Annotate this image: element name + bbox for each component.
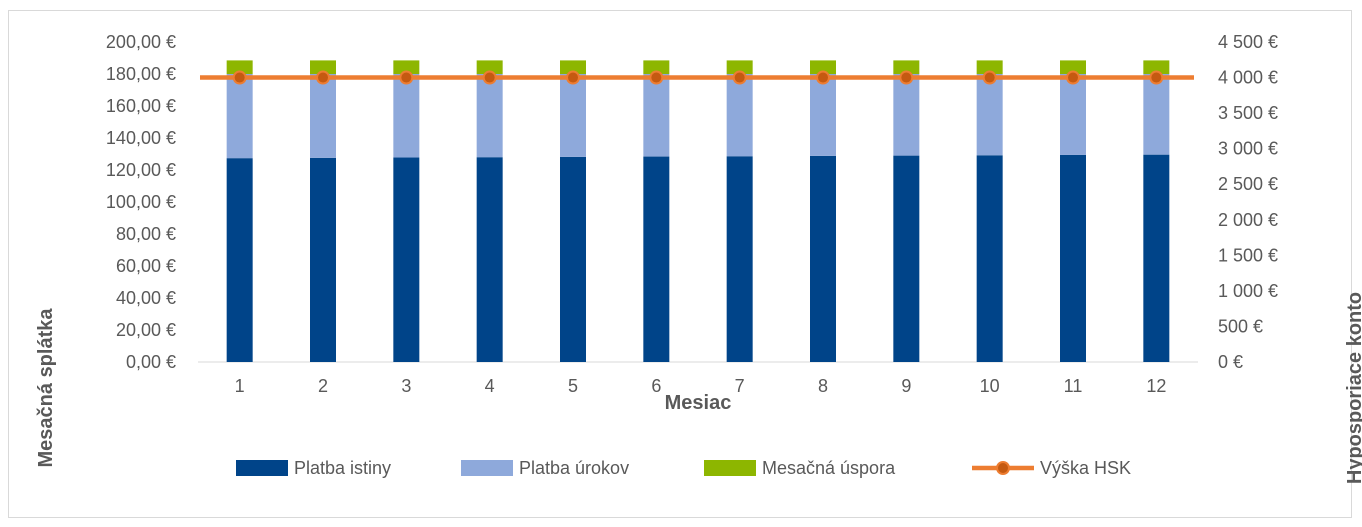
bar-1-6 (643, 156, 670, 362)
line-point-10 (982, 70, 997, 85)
legend-swatch (236, 460, 288, 476)
x-axis-title: Mesiac (665, 392, 732, 414)
legend: Platba istiny Platba úrokov Mesačná úspora… (236, 458, 1131, 478)
bar-1-3 (393, 157, 420, 362)
left-tick-label: 80,00 € (116, 224, 176, 244)
bar-3-2 (310, 60, 336, 74)
bar-3-9 (893, 60, 920, 74)
bar-1-12 (1143, 154, 1170, 362)
bar-2-9 (893, 74, 920, 156)
x-axis-ticks: 1 2 3 4 5 6 7 8 9 10 11 12 (235, 376, 1167, 396)
legend-label: Výška HSK (1040, 458, 1131, 478)
line-point-4 (482, 70, 497, 85)
x-tick-label: 5 (568, 376, 578, 396)
left-tick-label: 120,00 € (106, 160, 176, 180)
line-point-12 (1149, 70, 1164, 85)
line-series (200, 70, 1194, 85)
bar-1-1 (226, 158, 253, 362)
bar-3-5 (560, 60, 586, 74)
legend-label: Platba istiny (294, 458, 391, 478)
bar-3-11 (1060, 60, 1086, 74)
bar-1-8 (810, 155, 836, 362)
bar-2-5 (560, 74, 586, 157)
line-point-6 (649, 70, 664, 85)
bar-2-11 (1060, 74, 1086, 155)
x-tick-label: 8 (818, 376, 828, 396)
bar-3-12 (1143, 60, 1170, 74)
bar-2-6 (643, 74, 670, 157)
left-tick-label: 0,00 € (126, 352, 176, 372)
left-tick-label: 160,00 € (106, 96, 176, 116)
right-axis-ticks: 0 € 500 € 1 000 € 1 500 € 2 000 € 2 500 € 3 00… (1218, 32, 1278, 372)
legend-label: Platba úrokov (519, 458, 629, 478)
bar-1-4 (476, 157, 503, 362)
bar-1-5 (560, 156, 586, 362)
x-tick-label: 9 (901, 376, 911, 396)
line-point-11 (1066, 70, 1080, 85)
right-axis-title: Hyposporiace konto (1344, 292, 1362, 484)
right-tick-label: 2 500 € (1218, 174, 1278, 194)
bar-2-8 (810, 74, 836, 156)
x-tick-label: 11 (1064, 376, 1083, 396)
right-tick-label: 3 000 € (1218, 139, 1278, 159)
left-tick-label: 100,00 € (106, 192, 176, 212)
bar-3-3 (393, 60, 420, 74)
left-axis-ticks: 0,00 € 20,00 € 40,00 € 60,00 € 80,00 € 100,00… (106, 32, 176, 372)
bar-2-2 (310, 74, 336, 158)
right-tick-label: 4 000 € (1218, 68, 1278, 88)
bar-3-4 (476, 60, 503, 74)
left-tick-label: 180,00 € (106, 64, 176, 84)
legend-swatch (704, 460, 756, 476)
legend-label: Mesačná úspora (762, 458, 896, 478)
bar-3-1 (226, 60, 253, 74)
bar-2-1 (226, 74, 253, 159)
right-tick-label: 1 500 € (1218, 245, 1278, 265)
line-point-3 (399, 70, 414, 85)
legend-marker (996, 461, 1010, 475)
left-tick-label: 20,00 € (116, 320, 176, 340)
bar-1-9 (893, 155, 920, 362)
left-tick-label: 40,00 € (116, 288, 176, 308)
right-tick-label: 1 000 € (1218, 281, 1278, 301)
right-tick-label: 2 000 € (1218, 210, 1278, 230)
bar-2-10 (976, 74, 1003, 156)
x-tick-label: 7 (735, 376, 745, 396)
bar-2-4 (476, 74, 503, 158)
bar-3-8 (810, 60, 836, 74)
line-point-7 (732, 70, 747, 85)
bar-1-10 (976, 155, 1003, 362)
bar-3-10 (976, 60, 1003, 74)
line-point-5 (566, 70, 580, 85)
bar-2-7 (726, 74, 753, 157)
x-tick-label: 2 (318, 376, 328, 396)
left-axis-title: Mesačná splátka (35, 308, 57, 468)
left-tick-label: 60,00 € (116, 256, 176, 276)
x-tick-label: 4 (485, 376, 495, 396)
right-tick-label: 500 € (1218, 316, 1263, 336)
x-tick-label: 3 (401, 376, 411, 396)
bar-2-3 (393, 74, 420, 158)
legend-swatch (461, 460, 513, 476)
bar-1-7 (726, 156, 753, 362)
line-point-2 (316, 70, 330, 85)
bars (226, 60, 1170, 362)
left-tick-label: 200,00 € (106, 32, 176, 52)
bar-3-7 (726, 60, 753, 74)
bar-1-2 (310, 157, 336, 362)
right-tick-label: 0 € (1218, 352, 1243, 372)
bar-1-11 (1060, 154, 1086, 362)
left-tick-label: 140,00 € (106, 128, 176, 148)
x-tick-label: 1 (235, 376, 245, 396)
right-tick-label: 4 500 € (1218, 32, 1278, 52)
line-point-9 (899, 70, 914, 85)
line-point-8 (816, 70, 830, 85)
line-point-1 (232, 70, 247, 85)
bar-3-6 (643, 60, 670, 74)
x-tick-label: 12 (1146, 376, 1166, 396)
x-tick-label: 10 (980, 376, 1000, 396)
x-tick-label: 6 (651, 376, 661, 396)
bar-2-12 (1143, 74, 1170, 155)
right-tick-label: 3 500 € (1218, 103, 1278, 123)
